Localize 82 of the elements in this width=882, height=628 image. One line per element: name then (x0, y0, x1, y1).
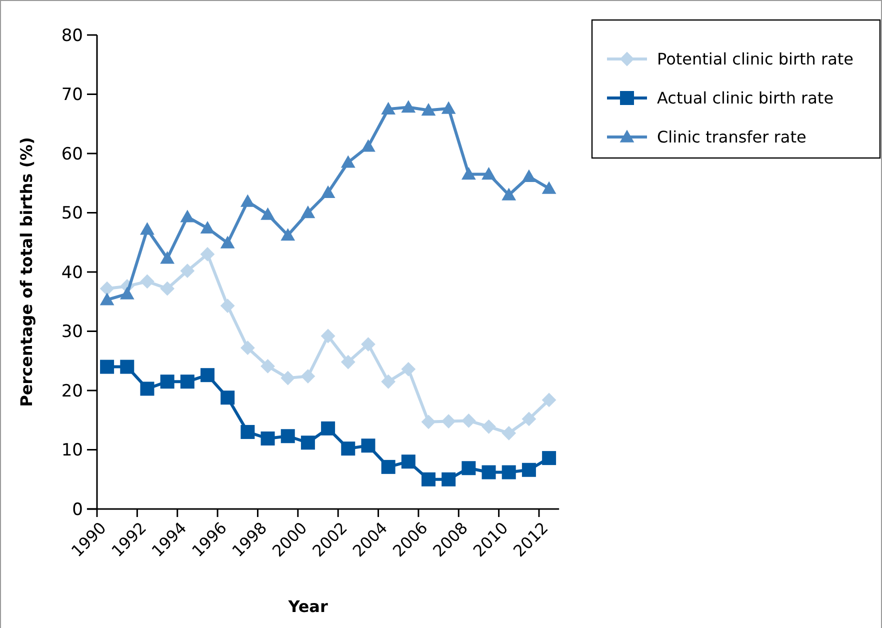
point (140, 274, 154, 289)
point (482, 167, 496, 180)
y-tick-label: 0 (72, 500, 83, 520)
point (320, 185, 336, 198)
point (240, 340, 255, 356)
x-axis-title: Year (287, 597, 328, 616)
point (542, 181, 556, 194)
point (100, 281, 114, 296)
point (361, 337, 376, 352)
point (401, 100, 416, 113)
point (340, 155, 356, 168)
point (422, 472, 436, 486)
point (441, 101, 456, 114)
point (482, 419, 496, 434)
point (381, 460, 396, 474)
point (220, 298, 235, 313)
y-tick-label: 20 (61, 381, 83, 402)
point (300, 369, 316, 384)
y-tick-label: 70 (61, 85, 83, 106)
point (542, 451, 556, 466)
point (461, 167, 476, 180)
point (442, 472, 456, 486)
point (220, 236, 235, 248)
y-tick-label: 50 (61, 204, 83, 224)
point (321, 421, 336, 436)
point (462, 461, 476, 476)
point (381, 102, 396, 114)
y-tick-label: 80 (61, 26, 83, 46)
point (522, 412, 536, 426)
point (502, 426, 516, 440)
point (341, 442, 356, 456)
point (522, 169, 536, 182)
point (320, 328, 336, 344)
y-tick-label: 60 (61, 144, 83, 164)
y-tick-label: 30 (61, 322, 83, 342)
point (260, 431, 275, 446)
point (441, 414, 456, 429)
point (280, 370, 296, 386)
point (100, 292, 114, 306)
point (160, 251, 175, 264)
point (240, 194, 255, 207)
point (180, 374, 194, 389)
point (220, 390, 235, 405)
legend-label: Actual clinic birth rate (657, 88, 834, 108)
point (260, 359, 275, 374)
point (542, 392, 556, 408)
y-tick-label: 40 (61, 262, 83, 283)
point (421, 103, 436, 116)
point (140, 382, 154, 396)
point (461, 414, 476, 428)
point (482, 465, 496, 480)
point (401, 454, 416, 469)
point (180, 264, 195, 278)
point (300, 206, 316, 218)
point (160, 281, 175, 296)
point (522, 462, 536, 477)
point (120, 360, 134, 374)
point (240, 424, 255, 439)
point (120, 286, 134, 300)
point (401, 362, 416, 376)
legend-label: Potential clinic birth rate (657, 50, 854, 69)
point (361, 139, 376, 152)
point (280, 228, 296, 241)
point (361, 438, 376, 453)
point (200, 220, 215, 234)
point (180, 210, 195, 222)
point (200, 247, 215, 262)
point (100, 360, 114, 374)
point (300, 436, 315, 450)
point (140, 222, 154, 235)
legend-label: Clinic transfer rate (657, 128, 806, 147)
y-axis-title: Percentage of total births (%) (17, 137, 36, 407)
point (160, 374, 174, 389)
point (340, 354, 356, 370)
point (280, 429, 295, 444)
y-tick-label: 10 (61, 440, 83, 461)
point (200, 368, 214, 382)
point (502, 465, 516, 480)
point (502, 188, 516, 200)
point (421, 414, 436, 430)
point (260, 207, 275, 220)
point (381, 374, 396, 389)
